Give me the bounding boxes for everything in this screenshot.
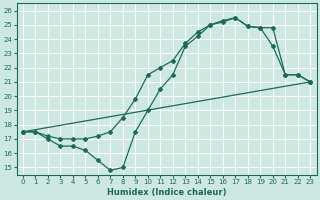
X-axis label: Humidex (Indice chaleur): Humidex (Indice chaleur) — [107, 188, 226, 197]
